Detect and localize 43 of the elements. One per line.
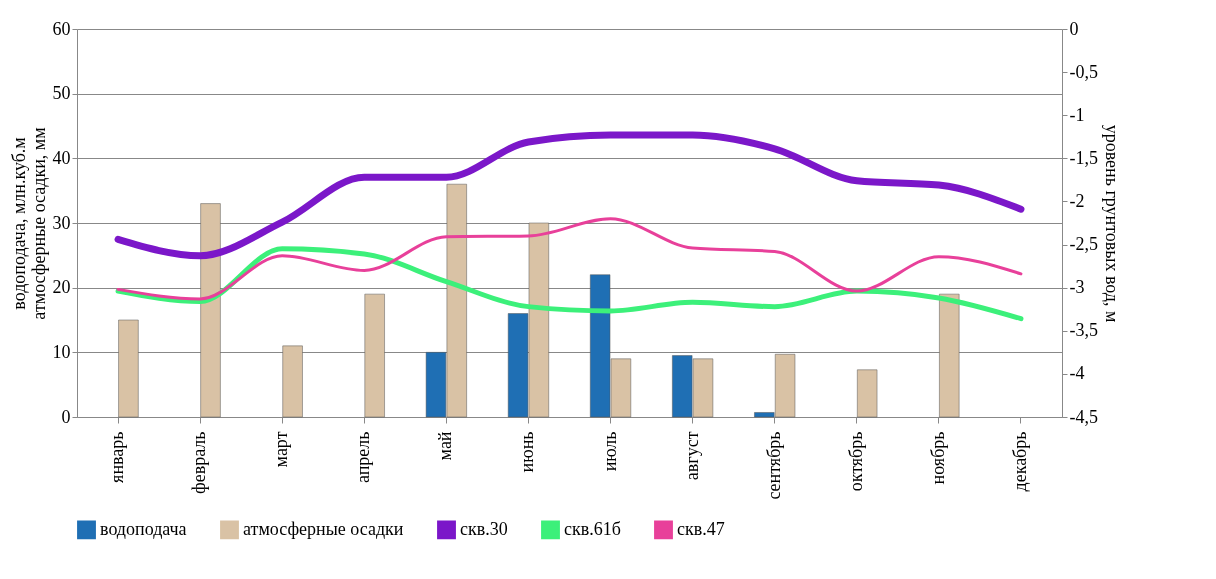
x-tick-label: октябрь xyxy=(845,431,866,492)
legend-label: атмосферные осадки xyxy=(243,518,404,539)
y2-tick-label: -2 xyxy=(1069,190,1085,211)
y-tick-label: 0 xyxy=(61,406,71,427)
y2-tick-label: -1 xyxy=(1069,104,1085,125)
bar xyxy=(364,293,385,418)
y-tick-label: 30 xyxy=(52,212,71,233)
y-tick-label: 60 xyxy=(52,18,71,39)
y2-tick-label: -1,5 xyxy=(1069,147,1098,168)
x-tick-label: ноябрь xyxy=(927,431,948,485)
x-tick-label: июнь xyxy=(517,431,538,473)
bar xyxy=(200,203,221,418)
bar xyxy=(939,293,960,418)
bar xyxy=(282,345,303,418)
line-series xyxy=(116,217,1023,301)
y2-tick-label: 0 xyxy=(1069,18,1079,39)
y-axis-title: водоподача, млн.куб.м атмосферные осадки, мм xyxy=(8,127,49,320)
y2-tick-label: -4 xyxy=(1069,363,1085,384)
x-tick-label: февраль xyxy=(189,431,210,494)
bar xyxy=(118,319,139,418)
legend-label: скв.30 xyxy=(460,518,508,539)
bar xyxy=(857,369,878,418)
x-tick-label: май xyxy=(435,431,456,461)
y2-tick-label: -2,5 xyxy=(1069,234,1098,255)
x-tick-label: январь xyxy=(107,431,128,483)
x-tick-label: март xyxy=(271,431,292,468)
y-tick-label: 50 xyxy=(52,83,71,104)
legend-label: скв.61б xyxy=(564,518,621,539)
y2-tick-label: -0,5 xyxy=(1069,61,1098,82)
legend-label: водоподача xyxy=(100,518,187,539)
x-tick-label: апрель xyxy=(353,431,374,484)
y2-tick-label: -4,5 xyxy=(1069,406,1098,427)
y-tick-label: 20 xyxy=(52,277,71,298)
y-tick-label: 40 xyxy=(52,147,71,168)
y2-tick-label: -3 xyxy=(1069,277,1085,298)
y-tick-label: 10 xyxy=(52,341,71,362)
y2-axis-title: уровень грунтовых вод, м xyxy=(1101,124,1122,323)
x-tick-label: июль xyxy=(599,431,620,472)
legend-label: скв.47 xyxy=(677,518,725,539)
x-tick-label: сентябрь xyxy=(763,431,784,500)
x-tick-label: август xyxy=(681,431,702,481)
x-tick-label: декабрь xyxy=(1009,431,1030,492)
y2-tick-label: -3,5 xyxy=(1069,320,1098,341)
